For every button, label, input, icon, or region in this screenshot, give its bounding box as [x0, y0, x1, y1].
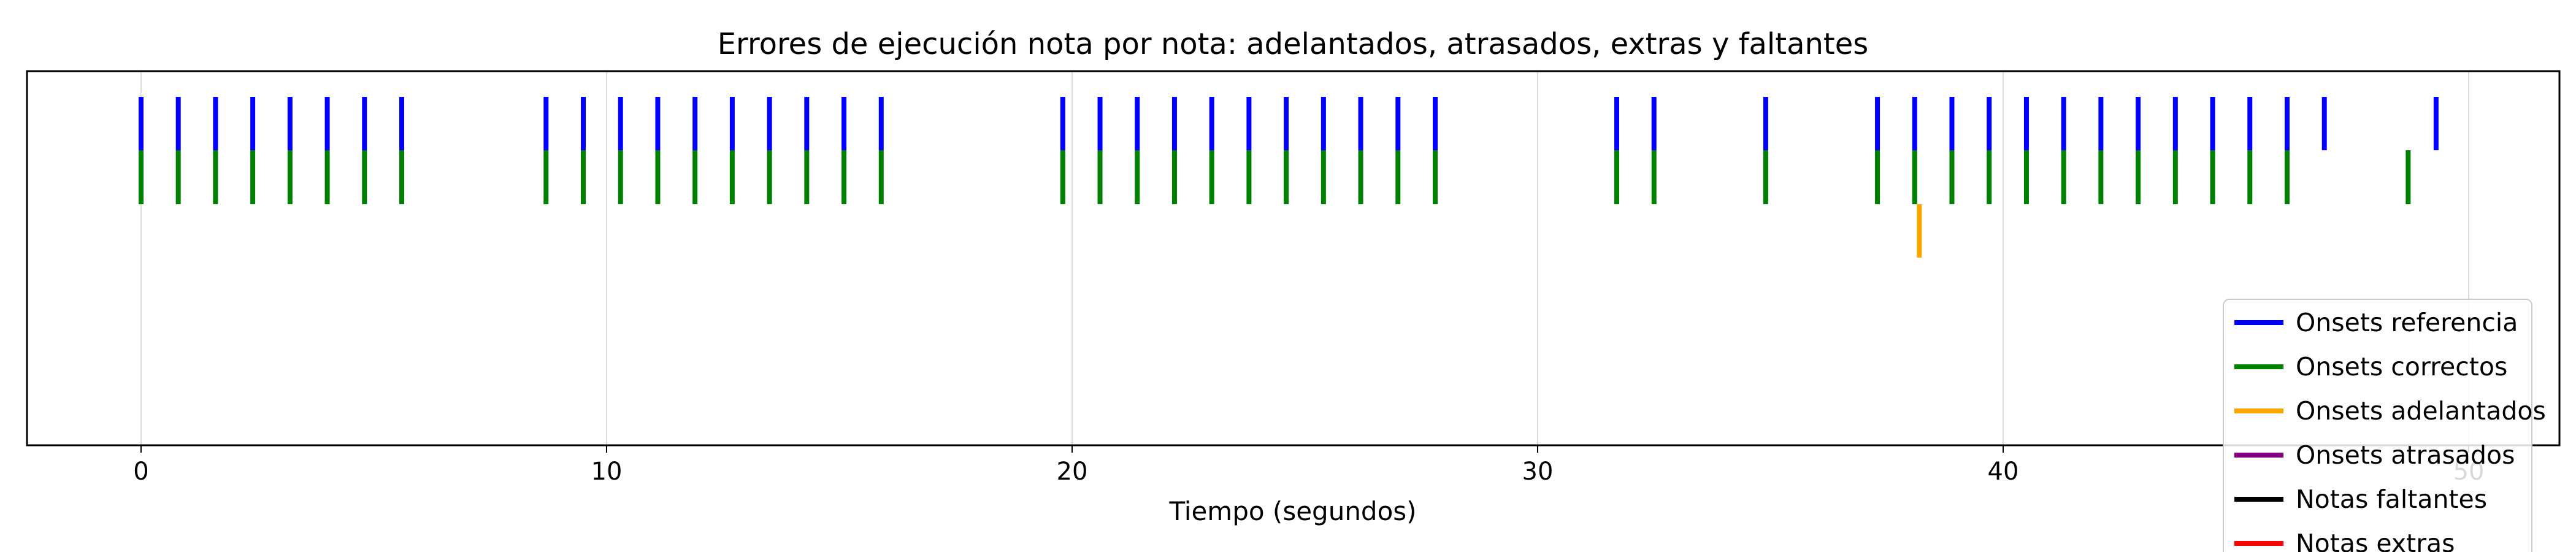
chart-title: Errores de ejecución nota por nota: adel… [718, 27, 1869, 61]
x-tick-label: 10 [591, 458, 623, 486]
legend-label: Onsets correctos [2296, 352, 2507, 381]
legend-box [2223, 299, 2532, 552]
legend-label: Onsets adelantados [2296, 396, 2546, 426]
x-tick-label: 20 [1057, 458, 1088, 486]
legend-label: Notas faltantes [2296, 485, 2487, 514]
plot-frame [26, 70, 2561, 447]
legend-label: Onsets referencia [2296, 308, 2518, 337]
legend-label: Onsets atrasados [2296, 440, 2515, 470]
x-axis-label: Tiempo (segundos) [1168, 496, 1416, 526]
x-tick-label: 30 [1522, 458, 1554, 486]
x-tick-label: 0 [133, 458, 148, 486]
legend-label: Notas extras [2296, 529, 2455, 552]
legend: Onsets referencia Onsets correctos Onsets … [2223, 299, 2546, 552]
x-tick-label: 40 [1988, 458, 2019, 486]
gridlines [140, 71, 2469, 445]
event-marks [138, 97, 2439, 258]
